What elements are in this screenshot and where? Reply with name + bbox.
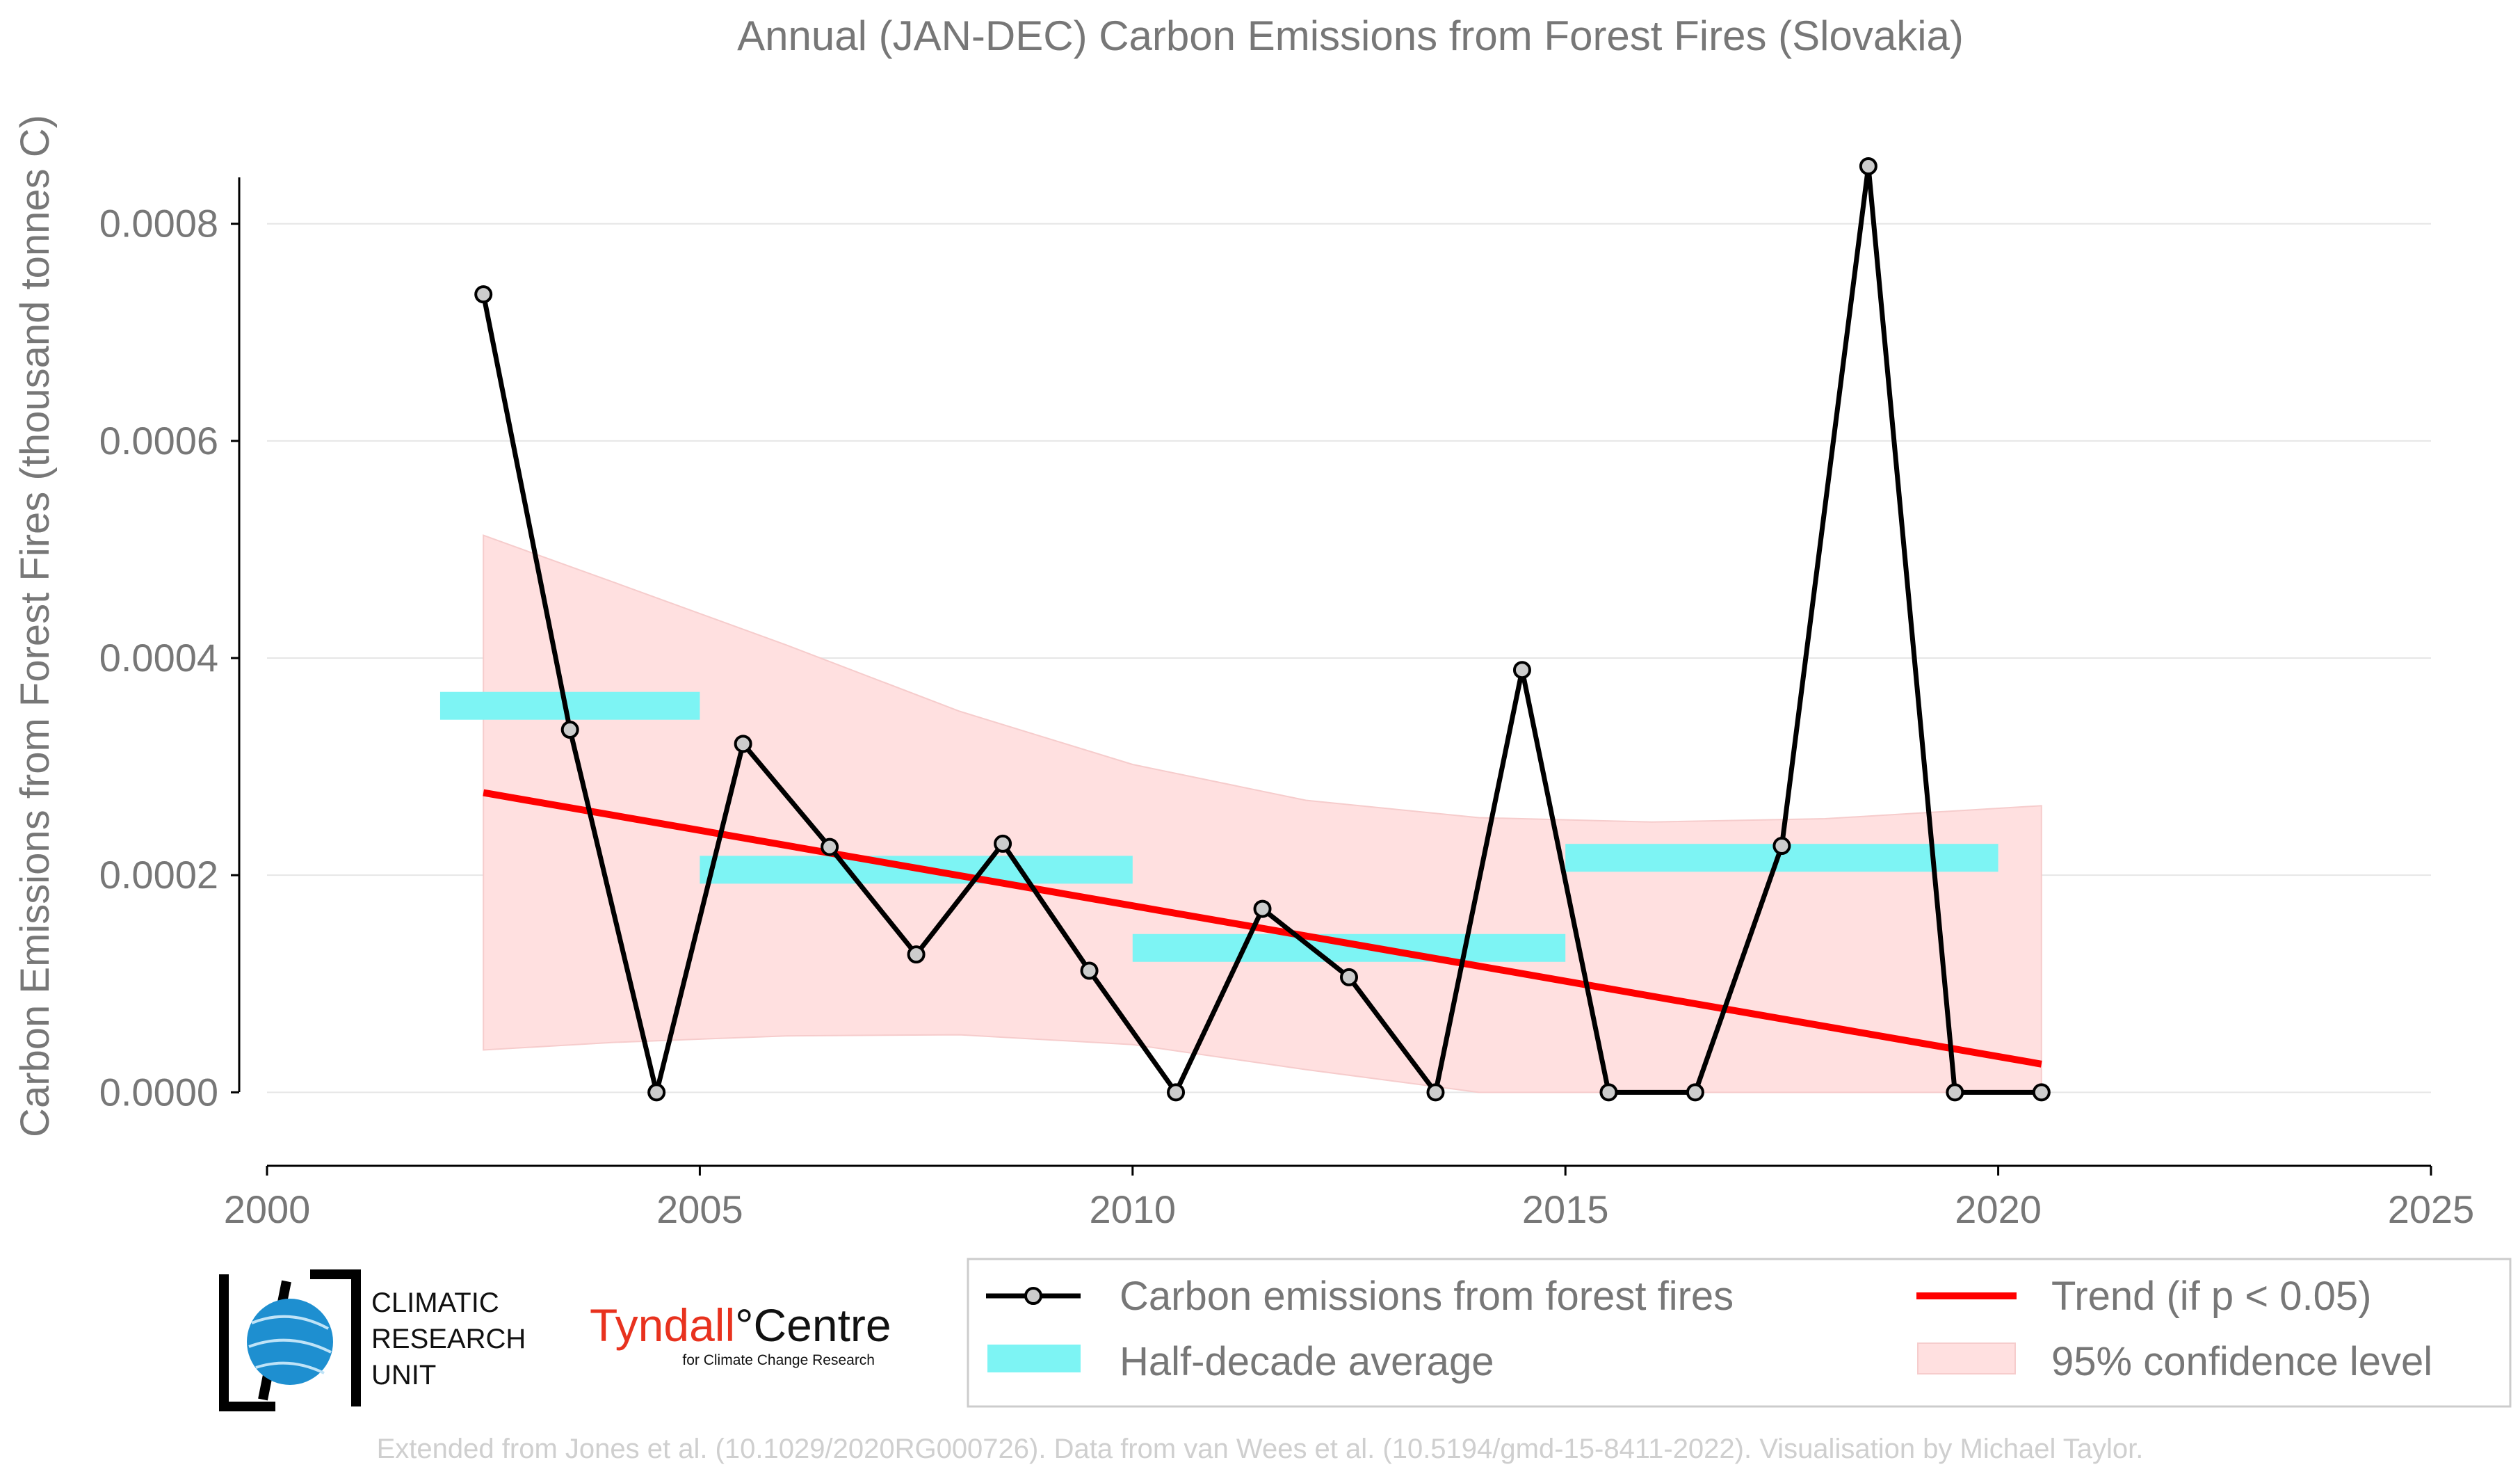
- chart-title: Annual (JAN-DEC) Carbon Emissions from F…: [737, 13, 1964, 59]
- y-tick-label: 0.0006: [99, 419, 218, 463]
- data-point: [1080, 961, 1099, 980]
- x-tick-label: 2020: [1955, 1187, 2042, 1231]
- half-decade-layer: [439, 691, 1998, 962]
- legend-key-half-decade: [987, 1345, 1081, 1372]
- data-point: [1253, 899, 1272, 918]
- data-point: [734, 735, 752, 753]
- legend-label-trend: Trend (if p < 0.05): [2051, 1274, 2371, 1319]
- data-point: [1599, 1083, 1618, 1102]
- x-tick-label: 2015: [1522, 1187, 1609, 1231]
- trend-layer: [483, 789, 2042, 1068]
- data-point: [1859, 157, 1877, 175]
- half-decade-bar: [439, 691, 700, 720]
- x-tick-label: 2010: [1090, 1187, 1177, 1231]
- tyndall-logo: Tyndall°Centre for Climate Change Resear…: [590, 1299, 891, 1368]
- svg-text:CLIMATIC: CLIMATIC: [371, 1288, 499, 1318]
- legend-label-confidence: 95% confidence level: [2051, 1339, 2432, 1384]
- data-point: [1426, 1083, 1445, 1102]
- x-tick-label: 2000: [224, 1187, 311, 1231]
- data-point: [647, 1083, 666, 1102]
- legend-frame: [967, 1258, 2512, 1408]
- legend: Carbon emissions from forest fires Half-…: [967, 1258, 2512, 1408]
- confidence-band-layer: [483, 534, 2042, 1093]
- emissions-series-layer: [474, 157, 2051, 1102]
- data-point: [907, 945, 926, 964]
- y-tick-label: 0.0004: [99, 636, 218, 680]
- legend-label-emissions: Carbon emissions from forest fires: [1120, 1274, 1734, 1319]
- data-point: [474, 285, 493, 304]
- data-point: [1686, 1083, 1704, 1102]
- credit-text: Extended from Jones et al. (10.1029/2020…: [377, 1434, 2144, 1464]
- data-point: [1512, 661, 1531, 680]
- svg-text:for Climate Change Research: for Climate Change Research: [682, 1352, 875, 1368]
- svg-text:Tyndall°Centre: Tyndall°Centre: [590, 1299, 891, 1351]
- data-point: [821, 837, 839, 856]
- legend-label-half-decade: Half-decade average: [1120, 1339, 1494, 1384]
- axes: 0.0000 0.0002 0.0004 0.0006 0.0008 2000 2005 20…: [99, 177, 2475, 1231]
- cru-logo: CLIMATIC RESEARCH UNIT: [219, 1269, 526, 1411]
- data-point: [1340, 968, 1358, 986]
- data-point: [1167, 1083, 1186, 1102]
- y-axis-label: Carbon Emissions from Forest Fires (thou…: [13, 115, 58, 1137]
- x-tick-label: 2005: [656, 1187, 743, 1231]
- data-point: [1946, 1083, 1964, 1102]
- y-tick-label: 0.0002: [99, 853, 218, 897]
- confidence-band: [483, 534, 2042, 1093]
- trend-line: [483, 789, 2042, 1068]
- svg-text:RESEARCH: RESEARCH: [371, 1324, 526, 1354]
- data-point: [994, 834, 1012, 853]
- data-point: [1772, 837, 1791, 856]
- svg-text:UNIT: UNIT: [371, 1360, 436, 1390]
- legend-key-confidence: [1917, 1342, 2016, 1374]
- y-tick-label: 0.0000: [99, 1070, 218, 1114]
- data-point: [560, 721, 579, 739]
- half-decade-bar: [1132, 933, 1566, 962]
- y-tick-label: 0.0008: [99, 202, 218, 246]
- data-point: [2032, 1083, 2051, 1102]
- x-tick-label: 2025: [2388, 1187, 2475, 1231]
